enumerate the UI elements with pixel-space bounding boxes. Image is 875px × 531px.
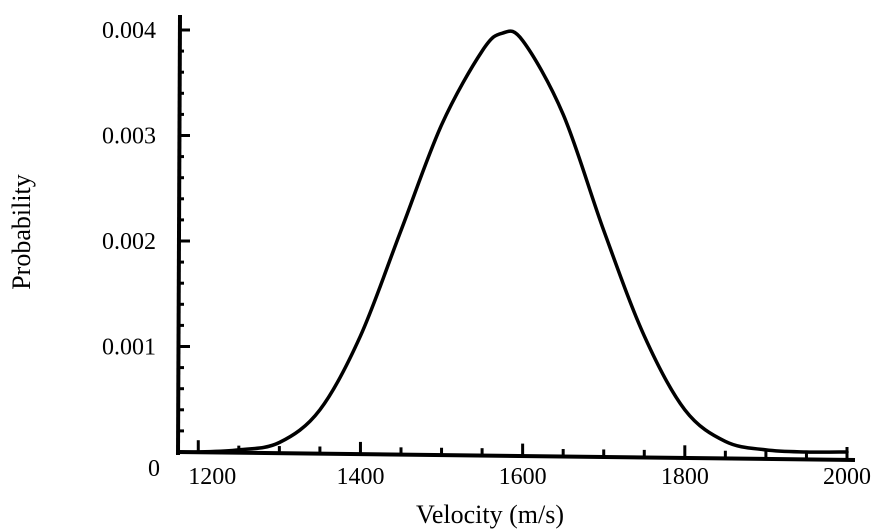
x-tick-label: 2000: [823, 464, 871, 490]
x-tick-label: 1800: [661, 464, 709, 490]
y-axis-title: Probability: [7, 174, 36, 290]
y-tick-label: 0.004: [102, 18, 156, 44]
x-tick-label: 1200: [188, 464, 236, 490]
x-axis: [175, 450, 856, 462]
x-tick-label: 1600: [499, 464, 547, 490]
y-tick-label: 0: [148, 456, 160, 482]
ticks-layer: 0 0.001 0.002 0.003 0.004 1200 1400 1600 1800 200…: [102, 18, 871, 490]
y-tick-label: 0.002: [102, 229, 156, 255]
y-axis: [176, 14, 182, 456]
series-line: [176, 29, 849, 454]
y-tick-label: 0.003: [102, 124, 156, 150]
x-axis-title: Velocity (m/s): [416, 500, 564, 529]
y-tick-label: 0.001: [102, 335, 156, 361]
x-tick-label: 1400: [336, 464, 384, 490]
